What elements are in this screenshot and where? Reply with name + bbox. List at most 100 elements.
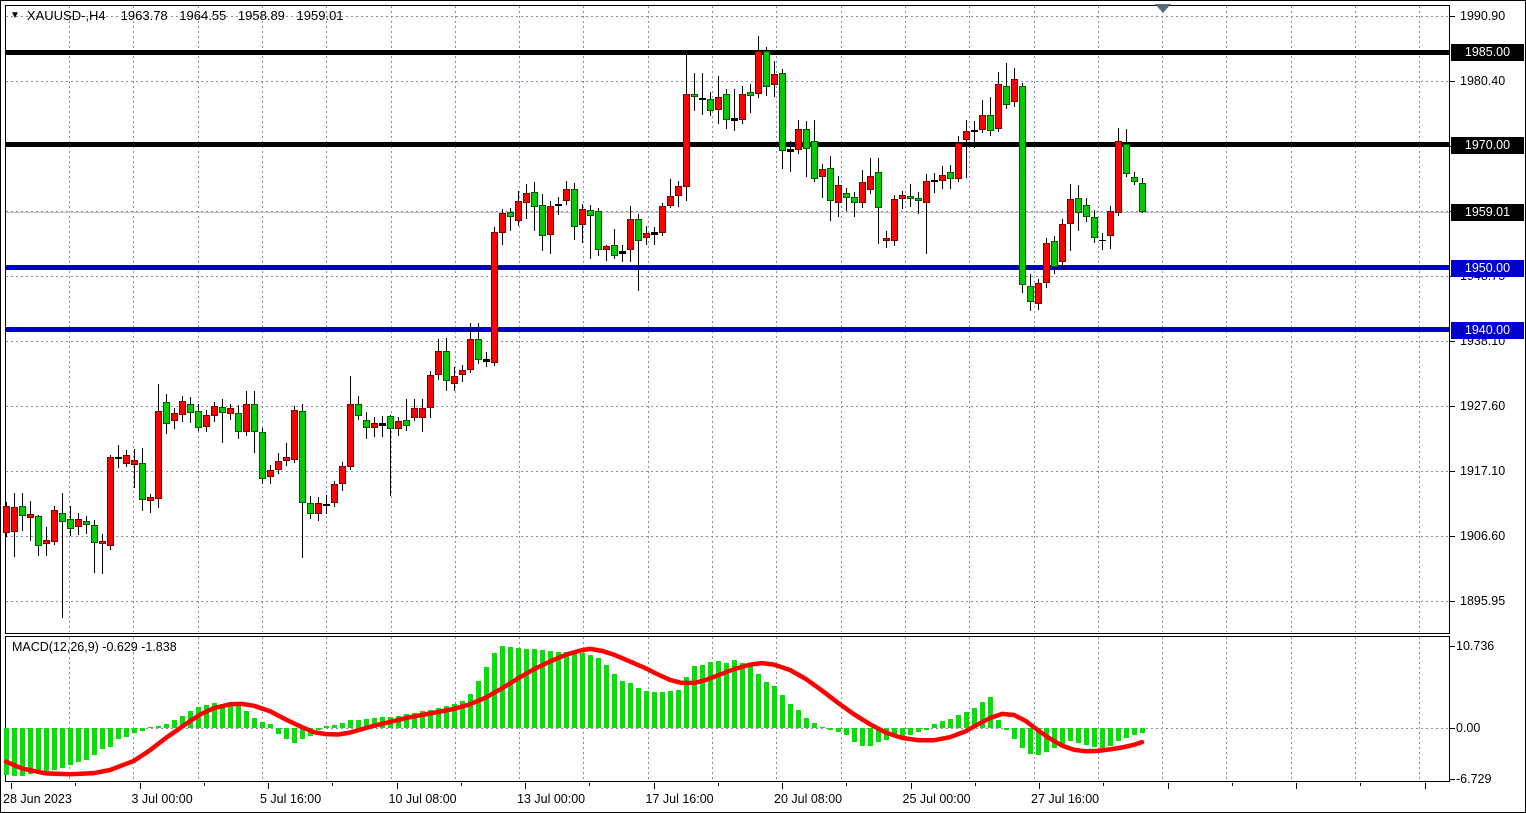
candle-bearish <box>986 115 994 132</box>
v-gridline <box>133 637 135 781</box>
candle-bearish <box>706 99 714 111</box>
macd-histogram-bar <box>803 717 809 728</box>
h-gridline <box>6 81 1449 82</box>
macd-histogram-bar <box>979 702 985 728</box>
candle-bullish <box>482 359 490 362</box>
candle-bearish <box>402 420 410 427</box>
candle-bullish <box>858 182 866 203</box>
macd-histogram-bar <box>539 650 545 728</box>
candle-bearish <box>186 403 194 413</box>
price-axis-label: 1980.40 <box>1460 73 1506 88</box>
candle-bearish <box>1026 285 1034 303</box>
candle-bullish <box>898 194 906 199</box>
candle-bearish <box>354 404 362 416</box>
candle-bearish <box>506 211 514 217</box>
candle-wick <box>821 164 823 198</box>
price-axis-tick <box>1449 15 1455 17</box>
macd-histogram-bar <box>595 658 601 728</box>
macd-histogram-bar <box>987 697 993 728</box>
time-axis-tick <box>717 783 719 786</box>
macd-histogram-bar <box>763 682 769 728</box>
macd-histogram-bar <box>1123 728 1129 738</box>
macd-histogram-bar <box>147 727 153 728</box>
candle-bearish <box>530 191 538 207</box>
candle-bullish <box>202 414 210 427</box>
candle-wick <box>853 191 855 218</box>
chart-shift-marker-icon[interactable] <box>1155 4 1171 13</box>
time-axis-label: 25 Jul 00:00 <box>902 792 971 806</box>
macd-histogram-bar <box>787 703 793 728</box>
candle-bullish <box>170 412 178 421</box>
candle-bullish <box>434 351 442 375</box>
price-axis-tick <box>1449 80 1455 82</box>
candle-bullish <box>994 83 1002 130</box>
candle-bearish <box>1082 204 1090 217</box>
macd-histogram-bar <box>155 725 161 728</box>
candle-wick <box>637 214 639 291</box>
macd-histogram-bar <box>371 718 377 728</box>
macd-histogram-bar <box>691 666 697 728</box>
macd-histogram-bar <box>1051 728 1057 748</box>
time-axis-tick <box>846 783 848 786</box>
candle-wick <box>701 73 703 116</box>
macd-histogram-bar <box>795 710 801 728</box>
v-gridline <box>1033 6 1035 632</box>
v-gridline <box>840 6 842 632</box>
candle-bullish <box>50 510 58 542</box>
macd-histogram-bar <box>811 723 817 728</box>
candle-bullish <box>922 181 930 203</box>
macd-histogram-bar <box>75 728 81 762</box>
time-axis-tick <box>1231 783 1233 786</box>
time-axis-label: 20 Jul 08:00 <box>774 792 843 806</box>
v-gridline <box>647 6 649 632</box>
support-resistance-line <box>6 327 1449 333</box>
v-gridline <box>840 637 842 781</box>
v-gridline <box>969 6 971 632</box>
macd-histogram-bar <box>123 728 129 738</box>
candle-bearish <box>442 351 450 381</box>
macd-histogram-bar <box>275 728 281 735</box>
macd-histogram-bar <box>1107 728 1113 747</box>
macd-histogram-bar <box>179 715 185 728</box>
candle-wick <box>901 190 903 210</box>
candle-wick <box>965 119 967 179</box>
candle-bearish <box>722 93 730 121</box>
macd-zero-line <box>6 728 1449 729</box>
candle-bullish <box>1034 283 1042 304</box>
macd-histogram-bar <box>43 728 49 771</box>
macd-histogram-bar <box>955 715 961 728</box>
symbol-dropdown-arrow-icon[interactable]: ▼ <box>10 9 20 21</box>
macd-histogram-bar <box>579 653 585 728</box>
candle-wick <box>613 229 615 259</box>
candle-bullish <box>546 205 554 235</box>
price-axis-label: 1917.10 <box>1460 463 1506 478</box>
candle-bullish <box>578 209 586 225</box>
candle-bullish <box>242 404 250 432</box>
v-gridline <box>904 6 906 632</box>
macd-histogram-bar <box>27 728 33 774</box>
candle-bullish <box>178 401 186 415</box>
macd-histogram-bar <box>195 707 201 728</box>
macd-axis-tick <box>1449 778 1455 780</box>
macd-histogram-bar <box>915 728 921 732</box>
macd-histogram-bar <box>963 711 969 728</box>
macd-histogram-bar <box>995 719 1001 728</box>
candle-bullish <box>74 519 82 528</box>
v-gridline <box>1290 637 1292 781</box>
price-chart-panel[interactable] <box>5 5 1450 634</box>
v-gridline <box>133 6 135 632</box>
candle-bullish <box>682 93 690 187</box>
candle-bullish <box>642 233 650 239</box>
v-gridline <box>261 637 263 781</box>
h-gridline <box>6 16 1449 17</box>
macd-histogram-bar <box>875 728 881 742</box>
candle-wick <box>149 494 151 513</box>
macd-histogram-bar <box>1131 728 1137 735</box>
time-axis-tick <box>396 783 398 789</box>
time-axis-tick <box>1103 783 1105 786</box>
macd-histogram-bar <box>1099 728 1105 749</box>
candle-bearish <box>746 91 754 97</box>
candle-bullish <box>410 408 418 419</box>
macd-axis-tick <box>1449 645 1455 647</box>
candle-wick <box>669 179 671 208</box>
